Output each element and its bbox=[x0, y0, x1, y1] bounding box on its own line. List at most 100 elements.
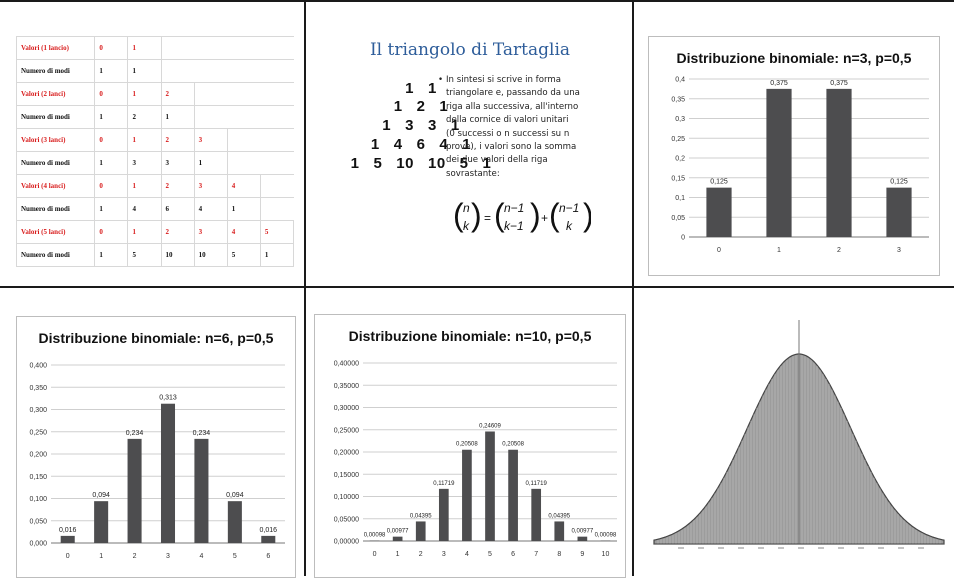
formula-n-minus-1: n−1 bbox=[559, 201, 579, 215]
table-cell: 4 bbox=[128, 198, 161, 221]
table-cell: 5 bbox=[227, 244, 260, 267]
empty-cell bbox=[161, 60, 194, 83]
table-cell: 1 bbox=[227, 198, 260, 221]
bar bbox=[94, 501, 108, 543]
x-tick-label: 9 bbox=[580, 551, 584, 558]
y-tick-label: 0,150 bbox=[29, 474, 47, 481]
grid-divider bbox=[0, 0, 954, 2]
bar bbox=[416, 521, 426, 541]
bar bbox=[161, 404, 175, 543]
table-cell: 1 bbox=[95, 152, 128, 175]
table-cell: 1 bbox=[128, 129, 161, 152]
data-label: 0,125 bbox=[890, 179, 908, 186]
explanation-line: riga alla successiva, all'interno bbox=[446, 101, 632, 114]
table-cell: 3 bbox=[194, 129, 227, 152]
formula-equals: = bbox=[484, 211, 491, 225]
y-tick-label: 0,000 bbox=[29, 541, 47, 548]
table-cell: 6 bbox=[161, 198, 194, 221]
tartaglia-explanation: • In sintesi si scrive in forma triangol… bbox=[446, 74, 632, 181]
row-label: Valori (4 lanci) bbox=[17, 175, 95, 198]
chart-n3: Distribuzione binomiale: n=3, p=0,500,05… bbox=[649, 37, 939, 275]
table-cell: 1 bbox=[194, 152, 227, 175]
table-cell: 0 bbox=[95, 37, 128, 60]
y-tick-label: 0,20000 bbox=[334, 450, 359, 457]
y-tick-label: 0,00000 bbox=[334, 539, 359, 546]
table-cell: 1 bbox=[128, 37, 161, 60]
table-cell: 1 bbox=[128, 83, 161, 106]
data-label: 0,00098 bbox=[595, 533, 617, 539]
x-tick-label: 4 bbox=[199, 553, 203, 560]
table-cell: 1 bbox=[128, 221, 161, 244]
empty-cell bbox=[260, 129, 293, 152]
row-label: Valori (1 lancio) bbox=[17, 37, 95, 60]
data-label: 0,094 bbox=[226, 492, 244, 499]
row-label: Numero di modi bbox=[17, 152, 95, 175]
table-cell: 1 bbox=[128, 60, 161, 83]
x-tick-label: 0 bbox=[717, 247, 721, 254]
data-label: 0,24609 bbox=[479, 423, 501, 429]
empty-cell bbox=[260, 60, 293, 83]
x-tick-label: 7 bbox=[534, 551, 538, 558]
x-tick-label: 5 bbox=[233, 553, 237, 560]
table-cell: 10 bbox=[161, 244, 194, 267]
y-tick-label: 0,350 bbox=[29, 385, 47, 392]
y-tick-label: 0,35000 bbox=[334, 383, 359, 390]
x-tick-label: 0 bbox=[373, 551, 377, 558]
table-cell: 1 bbox=[95, 244, 128, 267]
table-cell: 4 bbox=[227, 175, 260, 198]
formula-plus: + bbox=[541, 211, 548, 225]
x-tick-label: 1 bbox=[396, 551, 400, 558]
table-cell: 0 bbox=[95, 175, 128, 198]
table-cell: 2 bbox=[161, 175, 194, 198]
table-cell: 2 bbox=[161, 83, 194, 106]
x-tick-label: 8 bbox=[557, 551, 561, 558]
explanation-line: della cornice di valori unitari bbox=[446, 114, 632, 127]
y-tick-label: 0,250 bbox=[29, 429, 47, 436]
data-label: 0,11719 bbox=[526, 481, 548, 487]
paren-right: ) bbox=[583, 197, 591, 233]
data-label: 0,094 bbox=[92, 492, 110, 499]
data-label: 0,00098 bbox=[364, 533, 386, 539]
empty-cell bbox=[227, 106, 260, 129]
formula-n: n bbox=[463, 201, 470, 215]
bar bbox=[578, 537, 588, 541]
row-label: Numero di modi bbox=[17, 198, 95, 221]
empty-cell bbox=[227, 37, 260, 60]
bar bbox=[766, 89, 791, 237]
data-label: 0,016 bbox=[260, 527, 278, 534]
table-cell: 0 bbox=[95, 129, 128, 152]
y-tick-label: 0,15000 bbox=[334, 472, 359, 479]
table-cell: 1 bbox=[161, 106, 194, 129]
table-cell: 1 bbox=[95, 60, 128, 83]
bar bbox=[462, 450, 472, 541]
paren-right: ) bbox=[530, 197, 541, 233]
y-tick-label: 0,100 bbox=[29, 496, 47, 503]
explanation-line: triangolare e, passando da una bbox=[446, 87, 632, 100]
table-cell: 3 bbox=[128, 152, 161, 175]
empty-cell bbox=[260, 37, 293, 60]
chart-n10: Distribuzione binomiale: n=10, p=0,50,00… bbox=[315, 315, 625, 577]
x-tick-label: 2 bbox=[419, 551, 423, 558]
y-tick-label: 0,35 bbox=[671, 96, 685, 103]
data-label: 0,20508 bbox=[456, 442, 478, 448]
bar bbox=[531, 489, 541, 541]
explanation-line: sovrastante: bbox=[446, 168, 632, 181]
data-label: 0,04395 bbox=[410, 513, 432, 519]
bar bbox=[194, 439, 208, 543]
data-label: 0,20508 bbox=[502, 442, 524, 448]
explanation-line: prove), i valori sono la somma bbox=[446, 141, 632, 154]
formula-k-minus-1: k−1 bbox=[504, 219, 524, 233]
formula-k: k bbox=[566, 219, 573, 233]
row-label: Valori (3 lanci) bbox=[17, 129, 95, 152]
data-label: 0,00977 bbox=[572, 529, 594, 535]
data-label: 0,234 bbox=[126, 430, 144, 437]
formula-k: k bbox=[463, 219, 470, 233]
